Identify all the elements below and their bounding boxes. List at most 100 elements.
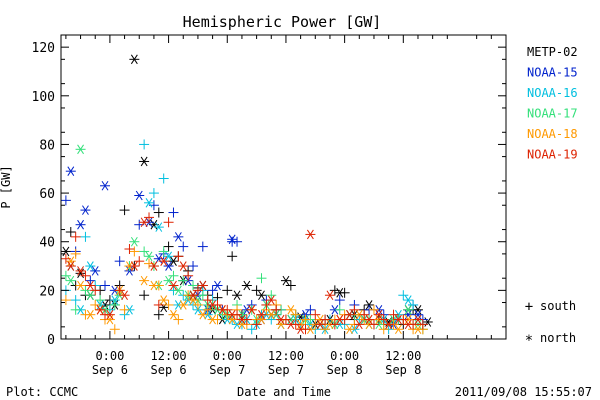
- south-point: [163, 299, 174, 310]
- north-point: [158, 295, 169, 305]
- south-point: [95, 295, 106, 306]
- south-point: [158, 246, 169, 257]
- north-point: [305, 229, 316, 240]
- marker-stroke: [170, 256, 177, 266]
- marker-stroke: [209, 300, 217, 310]
- x-tick-time: 12:00: [151, 349, 187, 363]
- marker-stroke: [62, 246, 70, 257]
- south-point: [80, 285, 91, 296]
- y-tick-label: 120: [32, 41, 55, 56]
- marker-stroke: [67, 256, 75, 266]
- marker-stroke: [277, 319, 285, 330]
- north-marker-label: north: [540, 331, 576, 345]
- x-tick-date: Sep 8: [327, 363, 363, 377]
- south-point: [139, 290, 150, 301]
- marker-stroke: [404, 319, 412, 330]
- marker-stroke: [101, 181, 109, 191]
- x-tick-date: Sep 8: [385, 363, 421, 377]
- north-point: [104, 309, 115, 320]
- south-point: [359, 309, 370, 320]
- x-tick-time: 0:00: [330, 349, 359, 363]
- marker-stroke: [228, 309, 236, 320]
- north-point: [212, 280, 223, 291]
- north-point: [246, 305, 257, 315]
- south-point: [139, 246, 150, 257]
- marker-stroke: [395, 324, 402, 335]
- north-point: [334, 288, 345, 298]
- north-point: [173, 285, 184, 296]
- south-point: [202, 304, 213, 315]
- south-point: [114, 285, 125, 296]
- south-point: [197, 241, 208, 252]
- marker-stroke: [282, 275, 290, 286]
- north-point: [148, 280, 159, 291]
- north-point: [285, 319, 296, 330]
- marker-stroke: [424, 317, 432, 327]
- x-tick-time: 12:00: [268, 349, 304, 363]
- x-tick-time: 12:00: [385, 349, 421, 363]
- y-tick-label: 80: [39, 138, 55, 153]
- north-point: [100, 181, 111, 191]
- north-point: [364, 314, 375, 325]
- north-point: [75, 280, 86, 291]
- south-point: [251, 319, 262, 330]
- marker-stroke: [228, 234, 236, 245]
- north-point: [188, 290, 199, 301]
- south-point: [378, 314, 389, 325]
- north-point: [324, 290, 335, 301]
- north-point: [163, 261, 174, 271]
- south-point: [119, 205, 130, 216]
- marker-stroke: [179, 300, 187, 310]
- plot-credit: Plot: CCMC: [6, 385, 78, 399]
- north-point: [217, 305, 228, 315]
- y-axis-label: P [GW]: [0, 165, 13, 208]
- south-point: [183, 270, 194, 281]
- marker-stroke: [145, 251, 153, 262]
- north-point: [139, 217, 150, 228]
- south-point: [334, 304, 345, 315]
- south-point: [90, 299, 101, 310]
- south-point: [65, 226, 76, 237]
- marker-stroke: [258, 309, 265, 320]
- south-point: [173, 314, 184, 325]
- marker-stroke: [86, 309, 94, 320]
- south-point: [398, 290, 409, 301]
- north-point: [90, 266, 101, 276]
- south-point: [227, 251, 238, 262]
- south-point: [178, 241, 189, 252]
- south-marker-symbol: +: [525, 299, 533, 315]
- south-point: [153, 207, 164, 218]
- marker-stroke: [346, 324, 353, 335]
- south-point: [60, 270, 71, 281]
- south-point: [85, 275, 96, 286]
- north-point: [178, 300, 189, 310]
- south-point: [271, 304, 282, 315]
- y-tick-label: 40: [39, 236, 55, 251]
- marker-stroke: [287, 319, 295, 330]
- south-point: [153, 299, 164, 310]
- south-marker-label: south: [540, 299, 576, 313]
- south-point: [222, 285, 233, 296]
- marker-stroke: [67, 261, 75, 271]
- south-point: [60, 195, 71, 206]
- marker-stroke: [336, 314, 344, 325]
- north-point: [354, 319, 365, 330]
- marker-stroke: [121, 290, 128, 301]
- x-tick-date: Sep 6: [151, 363, 187, 377]
- marker-stroke: [326, 290, 334, 301]
- marker-stroke: [385, 319, 393, 330]
- south-point: [349, 304, 360, 315]
- north-point: [285, 305, 296, 315]
- north-point: [65, 166, 76, 176]
- south-point: [266, 290, 277, 301]
- north-point: [163, 251, 174, 262]
- marker-stroke: [179, 261, 187, 271]
- marker-stroke: [395, 314, 402, 325]
- marker-stroke: [346, 309, 353, 320]
- x-tick-time: 0:00: [213, 349, 242, 363]
- y-tick-labels: 0 20 40 60 80 100 120: [32, 41, 55, 348]
- north-point: [403, 305, 414, 315]
- axis-ticks: [61, 35, 507, 340]
- marker-stroke: [258, 290, 265, 301]
- marker-stroke: [155, 222, 163, 232]
